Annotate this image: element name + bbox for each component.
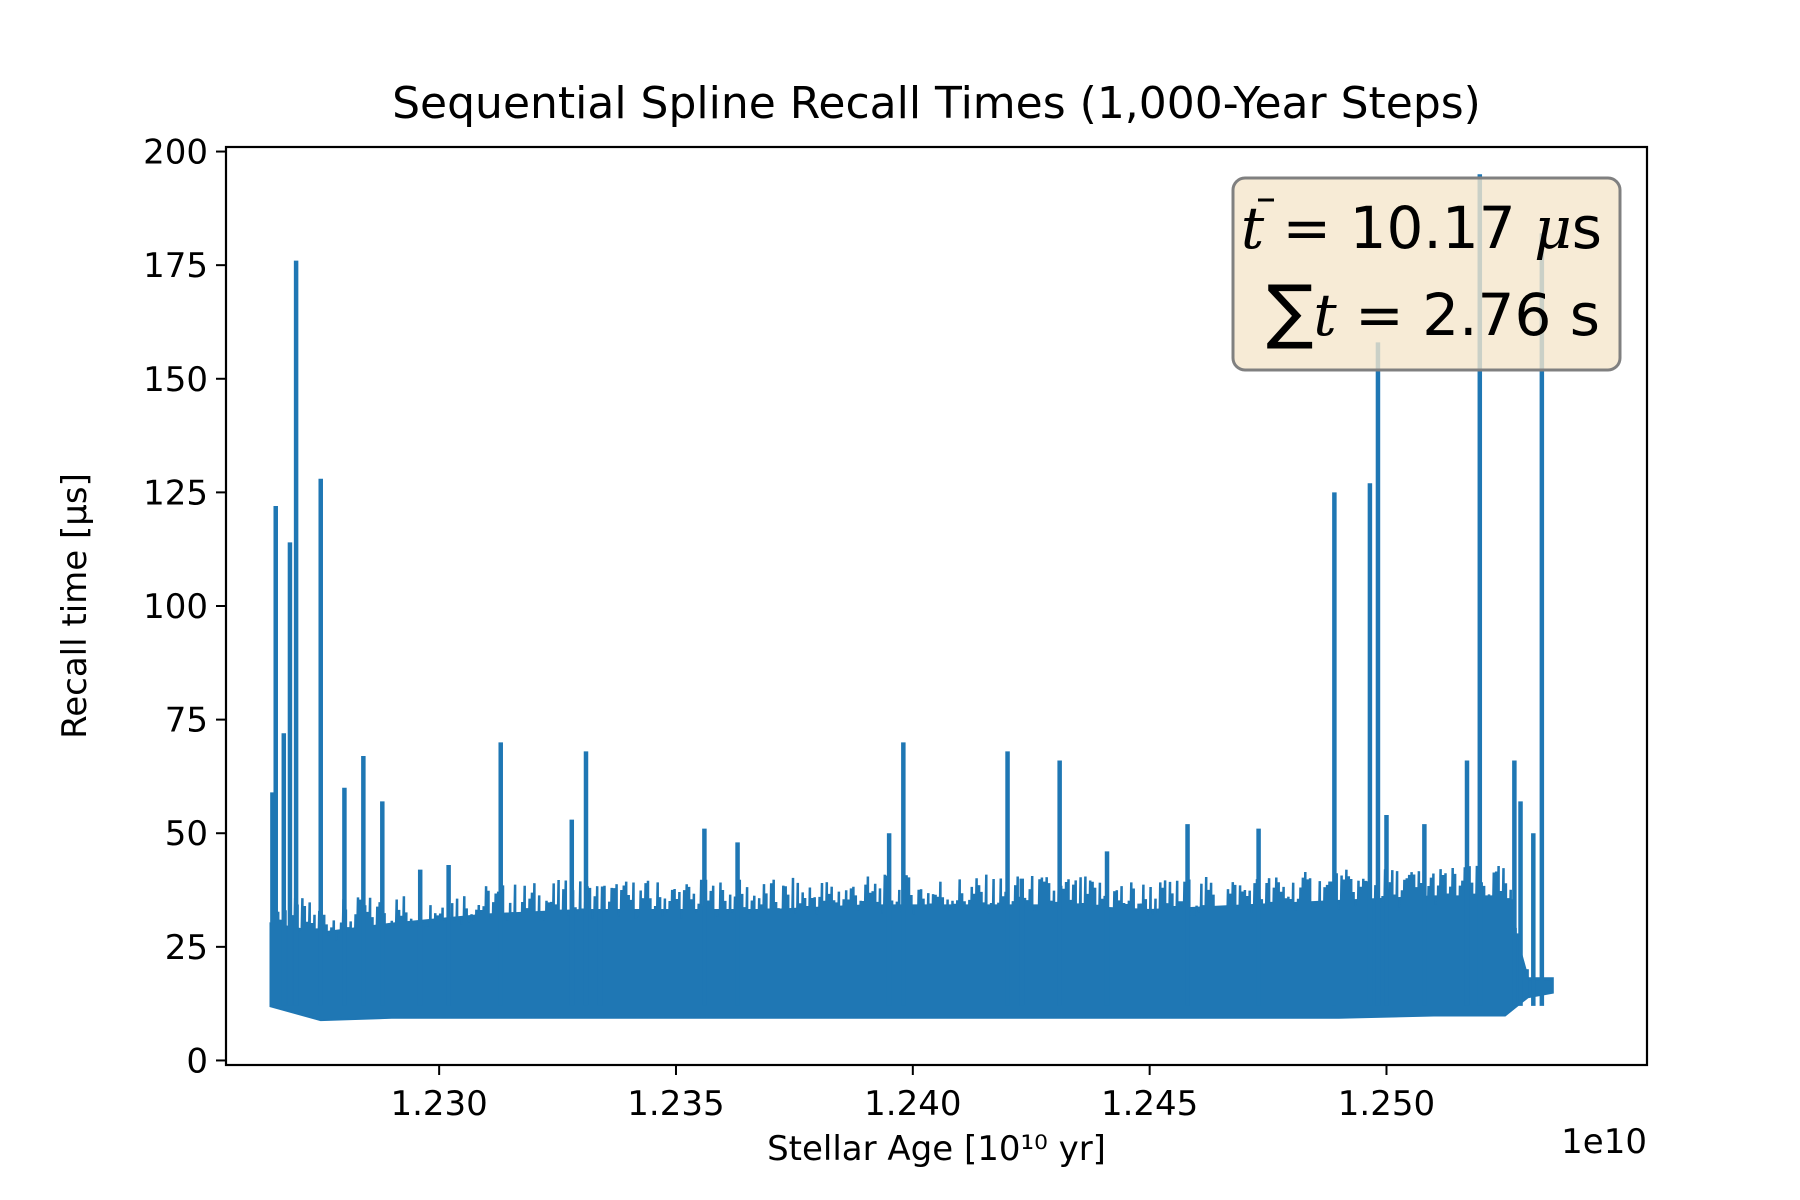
y-axis: 0 25 50 75 100 125 150 175 200 bbox=[143, 133, 226, 1081]
y-tick-label: 75 bbox=[165, 701, 208, 741]
y-tick-label: 100 bbox=[143, 587, 208, 627]
chart-title: Sequential Spline Recall Times (1,000-Ye… bbox=[392, 78, 1481, 129]
x-axis-offset-text: 1e10 bbox=[1561, 1122, 1647, 1162]
x-axis-label: Stellar Age [10¹⁰ yr] bbox=[767, 1129, 1106, 1169]
mean-unit-mu: μ bbox=[1534, 194, 1572, 262]
y-tick-label: 50 bbox=[165, 814, 208, 854]
y-tick-label: 125 bbox=[143, 473, 208, 513]
x-tick-label: 1.250 bbox=[1338, 1084, 1435, 1124]
y-tick-label: 200 bbox=[143, 133, 208, 173]
y-tick-label: 150 bbox=[143, 360, 208, 400]
mean-time-label: t = 10.17 μs bbox=[1241, 194, 1602, 262]
mean-value: = 10.17 bbox=[1264, 194, 1534, 262]
sum-variable: t bbox=[1313, 281, 1337, 349]
series-line bbox=[269, 174, 1554, 1022]
stats-annotation: t = 10.17 μs ∑t = 2.76 s bbox=[1231, 176, 1622, 372]
y-tick-label: 0 bbox=[186, 1041, 208, 1081]
recall-time-texture bbox=[269, 865, 1529, 1020]
x-tick-label: 1.235 bbox=[627, 1084, 724, 1124]
sum-symbol: ∑ bbox=[1266, 270, 1313, 352]
sum-value: = 2.76 s bbox=[1337, 281, 1600, 349]
mean-symbol: t bbox=[1241, 194, 1265, 262]
y-axis-label: Recall time [μs] bbox=[55, 473, 95, 739]
x-axis: 1.230 1.235 1.240 1.245 1.250 bbox=[390, 1065, 1435, 1124]
x-tick-label: 1.240 bbox=[864, 1084, 961, 1124]
total-time-label: ∑t = 2.76 s bbox=[1266, 270, 1600, 352]
y-tick-label: 25 bbox=[165, 928, 208, 968]
y-tick-label: 175 bbox=[143, 246, 208, 286]
stats-annotation-box bbox=[1231, 176, 1622, 372]
mean-unit-s: s bbox=[1572, 194, 1602, 262]
x-tick-label: 1.245 bbox=[1101, 1084, 1198, 1124]
x-tick-label: 1.230 bbox=[390, 1084, 487, 1124]
